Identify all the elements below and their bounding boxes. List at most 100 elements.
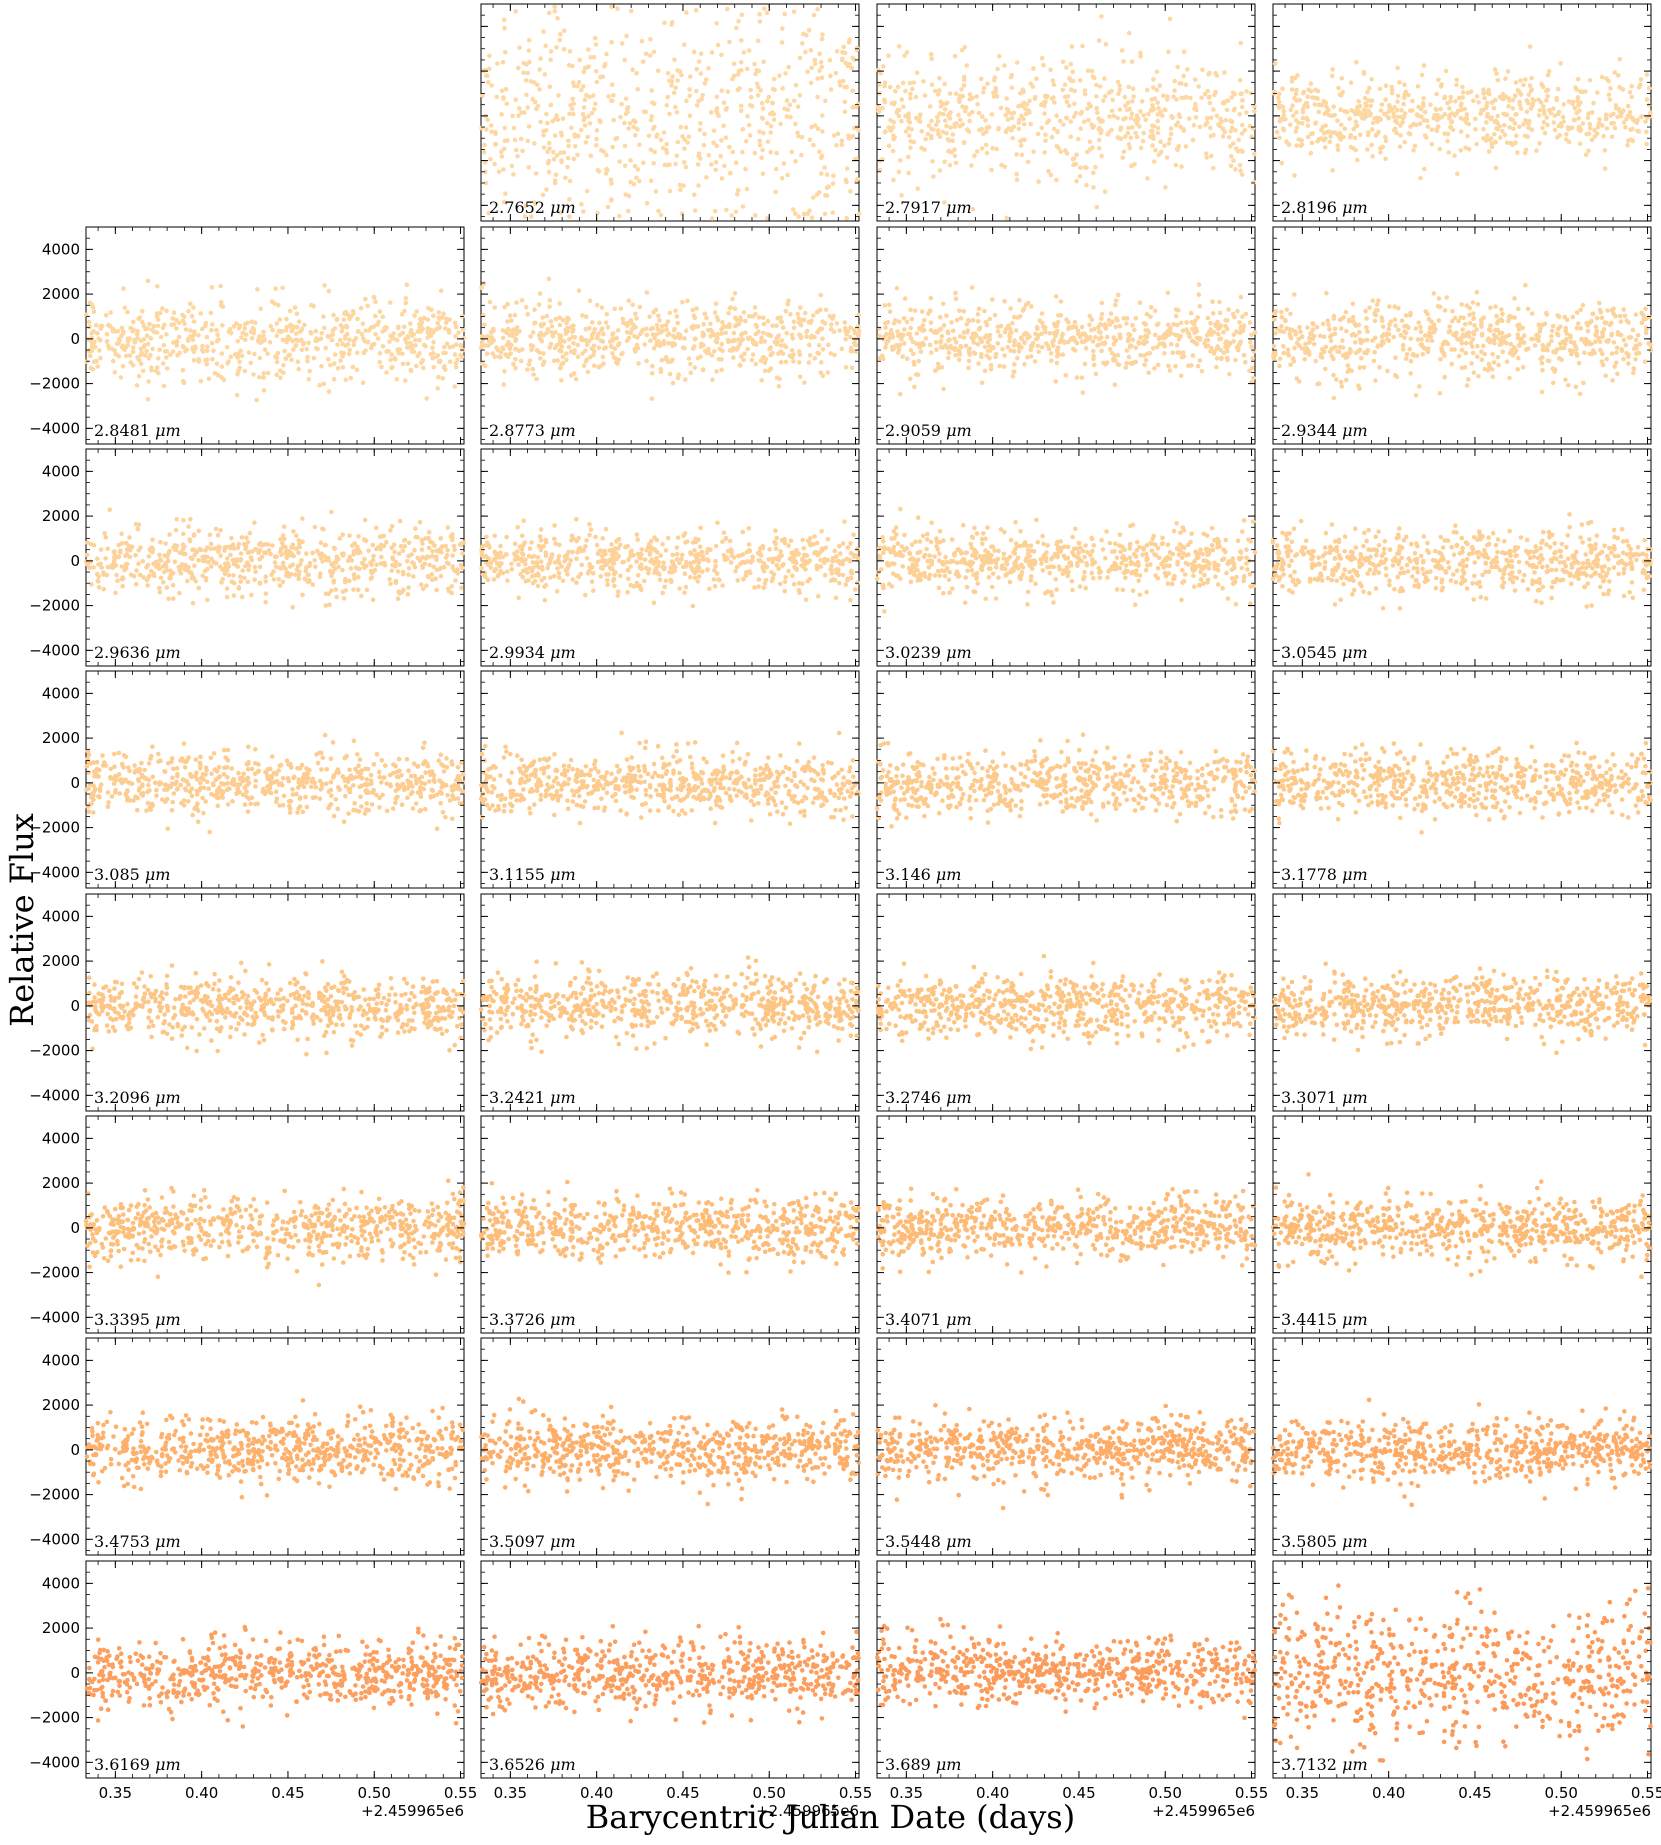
data-point bbox=[1353, 123, 1359, 129]
data-point bbox=[538, 119, 543, 125]
data-point bbox=[1415, 84, 1421, 89]
data-point bbox=[853, 179, 859, 185]
data-point bbox=[500, 335, 506, 341]
data-point bbox=[1250, 356, 1255, 361]
data-point bbox=[677, 182, 683, 188]
data-point bbox=[482, 343, 488, 348]
data-point bbox=[1127, 332, 1133, 338]
data-point bbox=[690, 346, 696, 352]
data-point bbox=[580, 351, 585, 356]
data-point bbox=[849, 65, 855, 71]
data-point bbox=[340, 341, 346, 347]
data-point bbox=[1126, 84, 1131, 90]
data-point bbox=[1192, 77, 1198, 82]
data-point bbox=[998, 105, 1004, 111]
data-point bbox=[1529, 103, 1535, 109]
data-point bbox=[1049, 134, 1055, 140]
data-point bbox=[1554, 97, 1559, 103]
data-point bbox=[1016, 126, 1022, 132]
data-point bbox=[672, 326, 677, 332]
data-point bbox=[715, 42, 721, 48]
data-point bbox=[758, 358, 764, 364]
data-point bbox=[537, 87, 542, 92]
data-point bbox=[1447, 106, 1452, 111]
data-point bbox=[1424, 135, 1429, 140]
data-point bbox=[1029, 304, 1034, 309]
data-point bbox=[840, 78, 846, 84]
data-point bbox=[1009, 85, 1015, 90]
data-point bbox=[513, 9, 518, 14]
data-point bbox=[935, 119, 941, 124]
data-point bbox=[160, 306, 165, 311]
data-point bbox=[1085, 68, 1091, 73]
data-point bbox=[1347, 116, 1352, 121]
data-point bbox=[208, 310, 214, 316]
data-point bbox=[1204, 332, 1210, 338]
data-point bbox=[1060, 352, 1066, 357]
data-point bbox=[600, 339, 606, 344]
data-point bbox=[340, 365, 346, 370]
data-point bbox=[966, 365, 971, 371]
data-point bbox=[373, 331, 378, 337]
data-point bbox=[528, 334, 533, 339]
data-point bbox=[877, 333, 882, 339]
data-point bbox=[1087, 139, 1093, 145]
data-point bbox=[1452, 153, 1457, 158]
data-point bbox=[554, 45, 559, 50]
data-point bbox=[204, 348, 210, 354]
data-point bbox=[961, 140, 967, 146]
data-point bbox=[1497, 342, 1503, 347]
data-point bbox=[1137, 124, 1142, 129]
data-point bbox=[1034, 324, 1040, 330]
data-point bbox=[185, 338, 191, 344]
data-point bbox=[1331, 395, 1337, 401]
data-point bbox=[1518, 106, 1524, 111]
data-point bbox=[912, 308, 918, 313]
data-point bbox=[1176, 112, 1182, 117]
data-point bbox=[567, 178, 573, 184]
data-point bbox=[1204, 155, 1210, 160]
data-point bbox=[1214, 356, 1220, 361]
data-point bbox=[412, 313, 417, 318]
data-point bbox=[394, 377, 400, 382]
data-point bbox=[414, 363, 419, 369]
data-point bbox=[231, 324, 237, 329]
data-point bbox=[1165, 290, 1171, 296]
data-point bbox=[610, 144, 615, 150]
data-point bbox=[262, 347, 268, 353]
data-point bbox=[1419, 114, 1424, 119]
data-point bbox=[828, 327, 834, 332]
data-point bbox=[561, 150, 567, 155]
data-point bbox=[655, 68, 661, 73]
data-point bbox=[1400, 342, 1406, 348]
data-point bbox=[1053, 294, 1059, 299]
data-point bbox=[404, 340, 409, 346]
data-point bbox=[650, 363, 655, 369]
data-point bbox=[1355, 157, 1360, 163]
data-point bbox=[1606, 78, 1611, 84]
data-point bbox=[1486, 327, 1492, 332]
data-point bbox=[1042, 150, 1047, 155]
data-point bbox=[1221, 100, 1227, 106]
data-point bbox=[513, 97, 519, 102]
data-point bbox=[995, 66, 1000, 72]
data-point bbox=[1217, 299, 1222, 305]
data-point bbox=[622, 120, 627, 126]
data-point bbox=[1223, 344, 1228, 350]
data-point bbox=[760, 315, 766, 321]
data-point bbox=[1011, 369, 1017, 375]
data-point bbox=[1304, 101, 1310, 106]
data-point bbox=[669, 78, 675, 84]
data-point bbox=[899, 118, 904, 124]
data-point bbox=[995, 329, 1001, 334]
data-point bbox=[443, 350, 448, 356]
data-point bbox=[1626, 320, 1631, 325]
data-point bbox=[749, 357, 755, 363]
data-point bbox=[768, 130, 773, 135]
data-point bbox=[1344, 328, 1349, 334]
data-point bbox=[1110, 97, 1116, 103]
data-point bbox=[526, 124, 532, 129]
data-point bbox=[1332, 326, 1338, 332]
data-point bbox=[1045, 93, 1050, 99]
data-point bbox=[556, 93, 561, 98]
